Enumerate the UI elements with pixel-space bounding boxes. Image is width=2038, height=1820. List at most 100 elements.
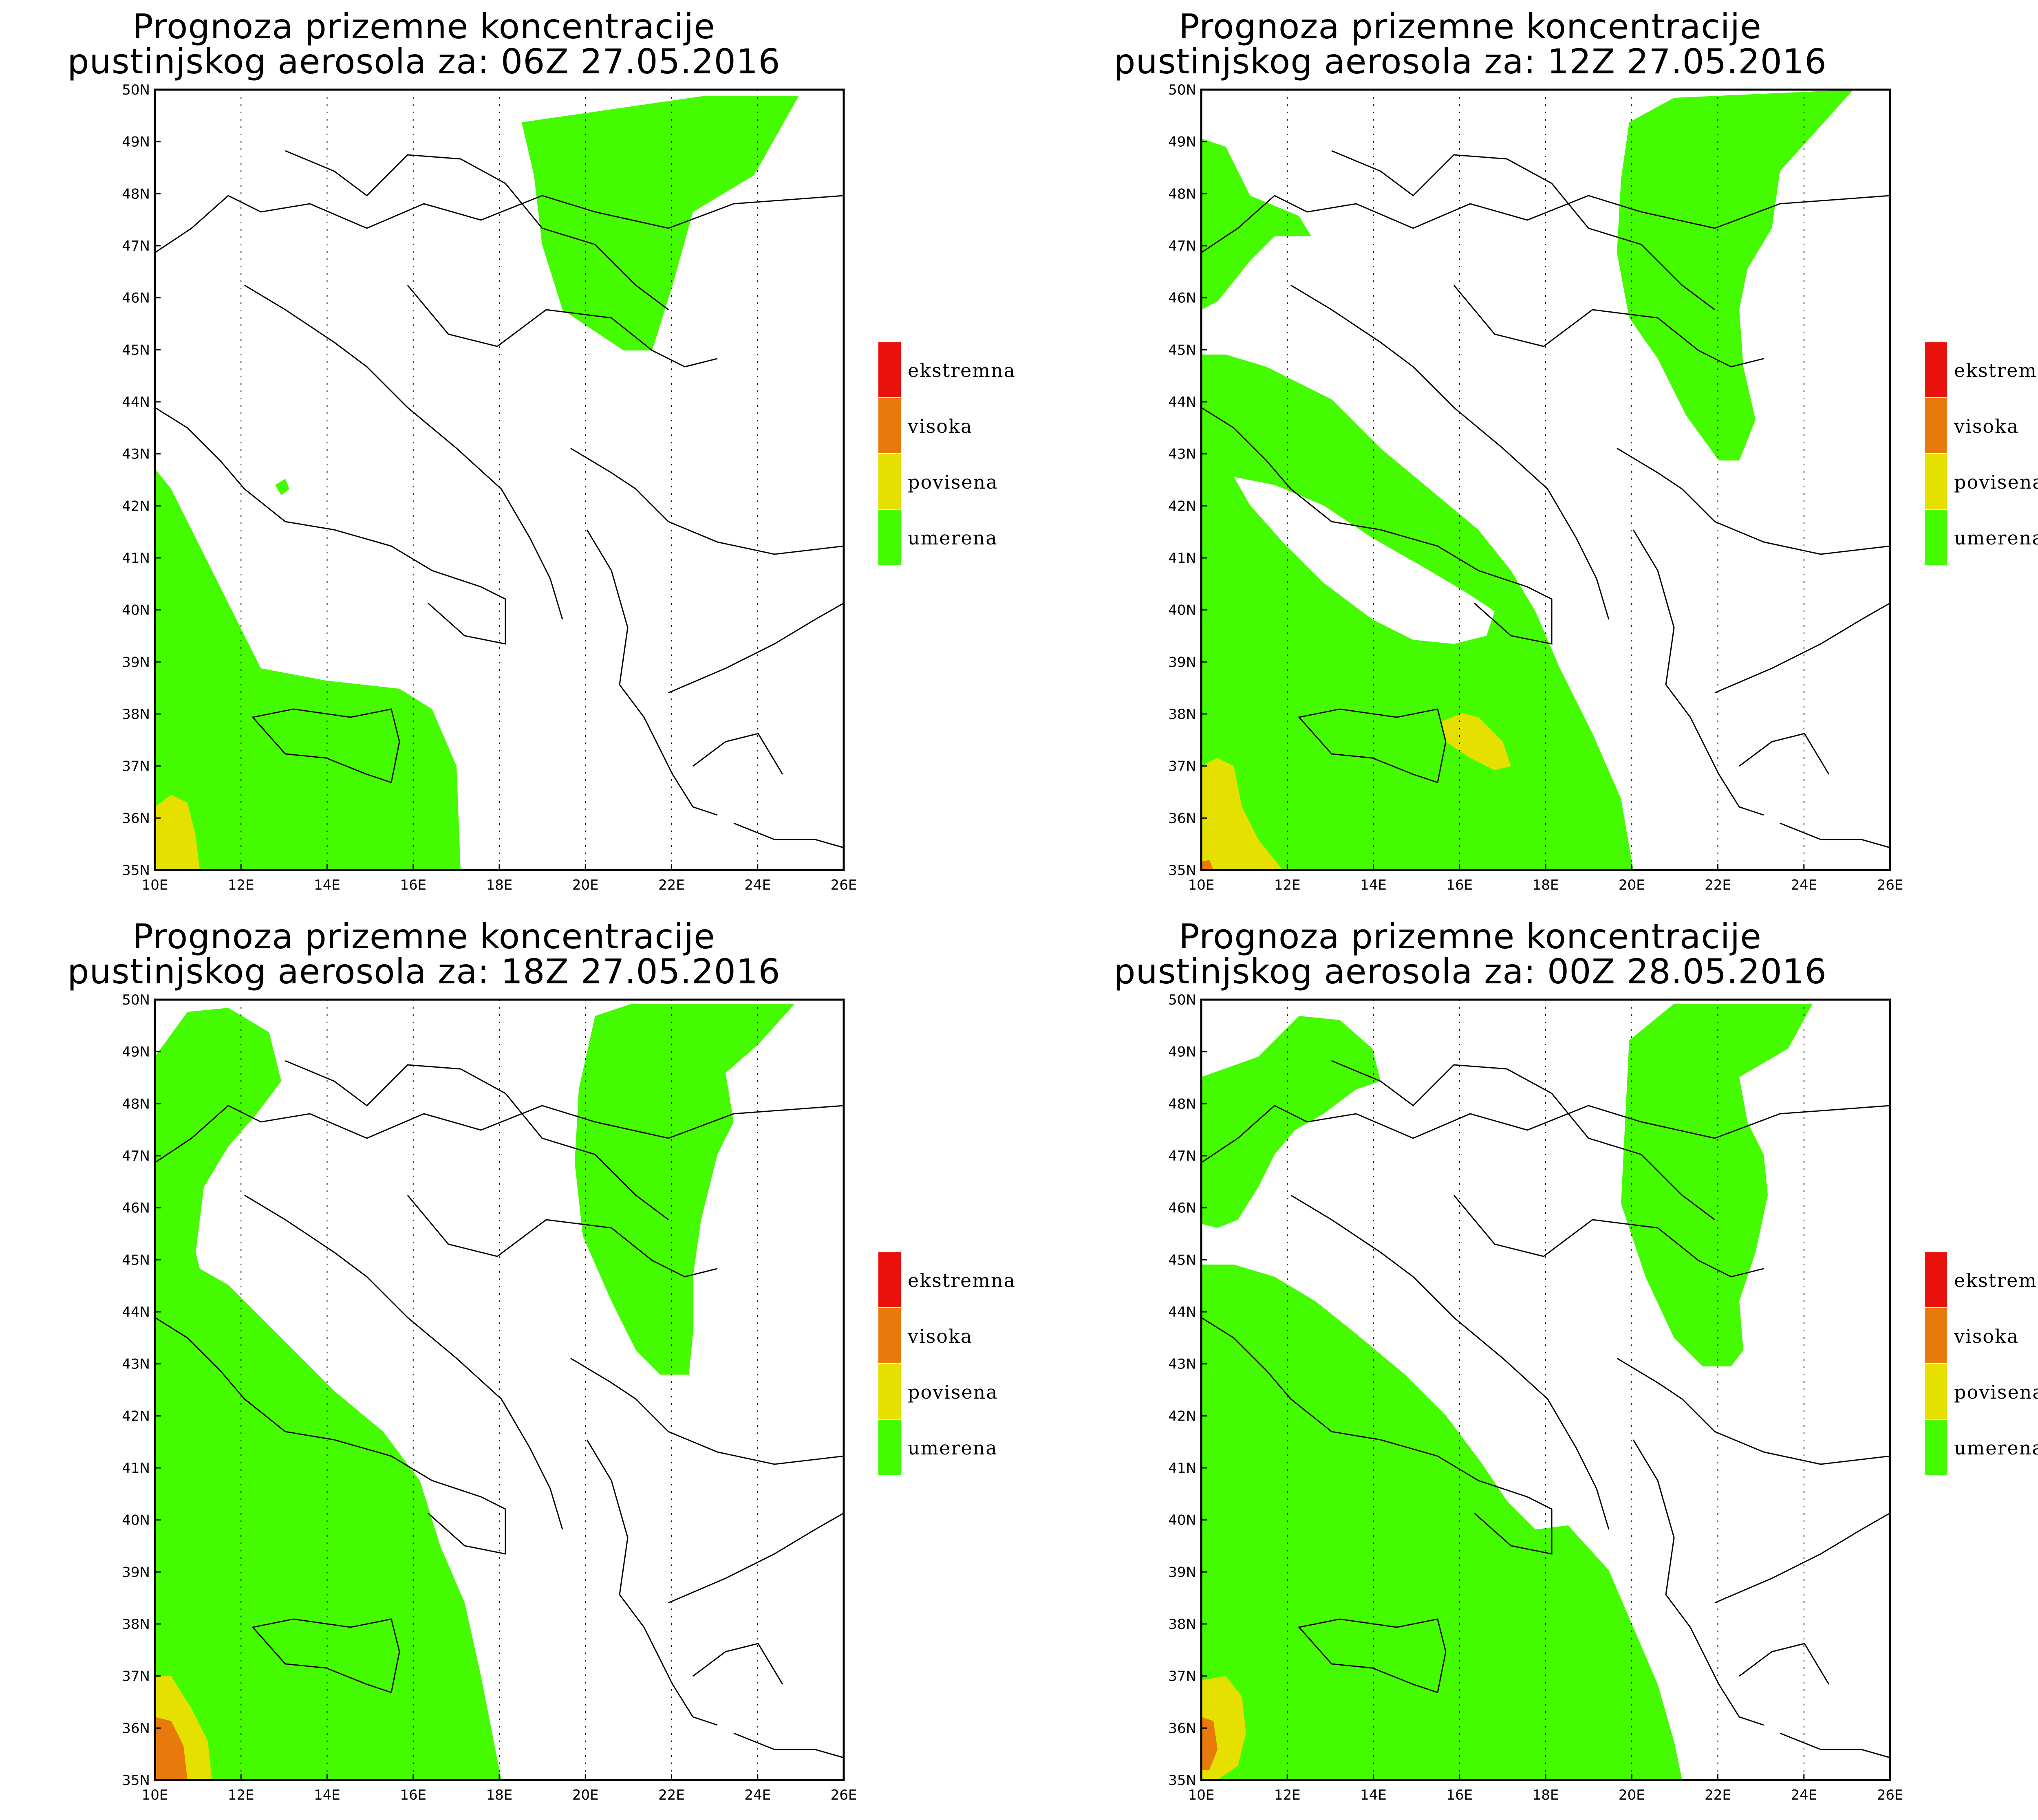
lat-tick-label: 35N	[1168, 862, 1196, 879]
forecast-map: 50N 49N 48N 47N 46N 45N 44N 43N 42N 41N 40N 39N 38N 3…	[1168, 82, 1903, 893]
legend-label: ekstremna	[1954, 1269, 2038, 1291]
lon-tick-label: 12E	[1274, 1787, 1301, 1803]
country-borders	[1201, 1060, 1890, 1758]
legend-item-povisena: povisena	[878, 1364, 1033, 1419]
umerena-region	[1201, 1265, 1682, 1780]
grid-lines	[1287, 1000, 1804, 1780]
lon-tick-label: 22E	[1705, 877, 1731, 893]
title-line-2: pustinjskog aerosola za: 00Z 28.05.2016	[1114, 952, 1827, 992]
lat-tick-label: 44N	[1168, 1304, 1196, 1320]
legend-label: visoka	[908, 415, 973, 437]
legend-swatch	[1925, 1364, 1947, 1419]
lon-tick-label: 14E	[314, 1787, 340, 1803]
povisena-region	[155, 795, 200, 870]
lat-tick-label: 37N	[122, 1668, 150, 1685]
legend-swatch	[878, 1420, 901, 1475]
concentration-fields	[155, 1004, 795, 1780]
grid-lines	[240, 90, 758, 870]
legend-swatch	[1925, 398, 1947, 453]
lon-tick-label: 20E	[572, 1787, 599, 1803]
legend-label: povisena	[1954, 471, 2038, 493]
lon-tick-label: 20E	[1619, 1787, 1645, 1803]
lon-tick-label: 12E	[228, 1787, 254, 1803]
title-line-2: pustinjskog aerosola za: 18Z 27.05.2016	[67, 952, 781, 992]
grid-lines	[240, 1000, 758, 1780]
legend-label: ekstremna	[1954, 359, 2038, 381]
panel-title: Prognoza prizemne koncentracije pustinjs…	[0, 919, 848, 989]
panel-title: Prognoza prizemne koncentracije pustinjs…	[1046, 919, 1894, 989]
legend-item-povisena: povisena	[1925, 454, 2038, 509]
lat-tick-label: 39N	[1168, 654, 1196, 670]
legend-label: visoka	[1954, 1325, 2019, 1347]
lat-tick-label: 35N	[1168, 1772, 1196, 1789]
lon-tick-label: 10E	[1188, 877, 1215, 893]
lon-tick-label: 10E	[1188, 1787, 1215, 1803]
concentration-fields	[155, 96, 799, 870]
lon-tick-label: 24E	[744, 877, 771, 893]
legend-item-povisena: povisena	[878, 454, 1033, 509]
umerena-region	[155, 1008, 501, 1780]
legend-label: povisena	[1954, 1381, 2038, 1403]
lat-tick-label: 38N	[122, 706, 150, 723]
lat-tick-labels: 50N 49N 48N 47N 46N 45N 44N 43N 42N 41N 40N 39N 38N 3…	[122, 82, 161, 879]
map-panel-18z: Prognoza prizemne koncentracije pustinjs…	[0, 910, 1046, 1820]
lat-tick-label: 47N	[122, 238, 150, 254]
lat-tick-labels: 50N 49N 48N 47N 46N 45N 44N 43N 42N 41N 40N 39N 38N 3…	[122, 992, 161, 1789]
visoka-region	[1201, 1717, 1218, 1770]
lon-tick-label: 24E	[744, 1787, 771, 1803]
umerena-region	[1201, 1016, 1381, 1228]
lat-tick-label: 42N	[1168, 498, 1196, 514]
lon-tick-label: 10E	[142, 1787, 168, 1803]
lat-tick-label: 43N	[122, 1356, 150, 1373]
legend-swatch	[878, 510, 901, 565]
legend-label: ekstremna	[908, 359, 1016, 381]
lon-tick-label: 16E	[1446, 1787, 1473, 1803]
lat-tick-label: 44N	[1168, 394, 1196, 410]
legend-item-visoka: visoka	[1925, 398, 2038, 453]
title-line-1: Prognoza prizemne koncentracije	[132, 7, 715, 46]
lon-tick-label: 22E	[658, 1787, 685, 1803]
title-line-2: pustinjskog aerosola za: 06Z 27.05.2016	[67, 42, 781, 82]
lat-tick-label: 49N	[122, 1044, 150, 1060]
legend-swatch	[1925, 342, 1947, 397]
lat-tick-label: 40N	[122, 602, 150, 619]
concentration-fields	[1201, 1004, 1813, 1780]
lat-tick-label: 40N	[122, 1512, 150, 1529]
umerena-region	[522, 96, 799, 350]
legend-swatch	[1925, 510, 1947, 565]
forecast-map: 50N 49N 48N 47N 46N 45N 44N 43N 42N 41N 40N 39N 38N 3…	[122, 992, 857, 1803]
visoka-region	[155, 1717, 187, 1780]
legend-swatch	[1925, 454, 1947, 509]
legend-swatch	[1925, 1252, 1947, 1307]
panel-title: Prognoza prizemne koncentracije pustinjs…	[1046, 9, 1894, 79]
legend-item-umerena: umerena	[1925, 510, 2038, 565]
legend-item-ekstremna: ekstremna	[878, 1252, 1033, 1307]
legend-item-povisena: povisena	[1925, 1364, 2038, 1419]
legend-item-visoka: visoka	[1925, 1308, 2038, 1363]
legend-swatch	[878, 1364, 901, 1419]
forecast-map: 50N 49N 48N 47N 46N 45N 44N 43N 42N 41N 40N 39N 38N 3…	[1168, 992, 1903, 1803]
lat-tick-label: 49N	[1168, 134, 1196, 150]
umerena-region	[275, 479, 289, 495]
lat-tick-label: 46N	[122, 290, 150, 306]
lat-tick-label: 35N	[122, 1772, 150, 1789]
lon-tick-label: 26E	[1877, 1787, 1903, 1803]
lat-tick-label: 41N	[122, 1460, 150, 1476]
lat-tick-label: 35N	[122, 862, 150, 879]
lat-tick-label: 43N	[1168, 446, 1196, 463]
lat-tick-label: 48N	[1168, 186, 1196, 202]
lat-tick-label: 48N	[122, 186, 150, 202]
lon-tick-labels: 10E 12E 14E 16E 18E 20E 22E 24E 26E	[1188, 1774, 1903, 1803]
legend-label: umerena	[908, 1437, 998, 1459]
country-borders	[154, 150, 844, 848]
umerena-region	[1201, 139, 1311, 310]
legend-label: ekstremna	[908, 1269, 1016, 1291]
lat-tick-label: 43N	[1168, 1356, 1196, 1373]
legend-item-visoka: visoka	[878, 1308, 1033, 1363]
lat-tick-label: 42N	[122, 1408, 150, 1424]
title-line-1: Prognoza prizemne koncentracije	[132, 917, 715, 956]
legend-item-umerena: umerena	[878, 1420, 1033, 1475]
lon-tick-label: 18E	[1533, 1787, 1559, 1803]
lat-tick-label: 39N	[122, 654, 150, 670]
lon-tick-label: 18E	[1533, 877, 1559, 893]
